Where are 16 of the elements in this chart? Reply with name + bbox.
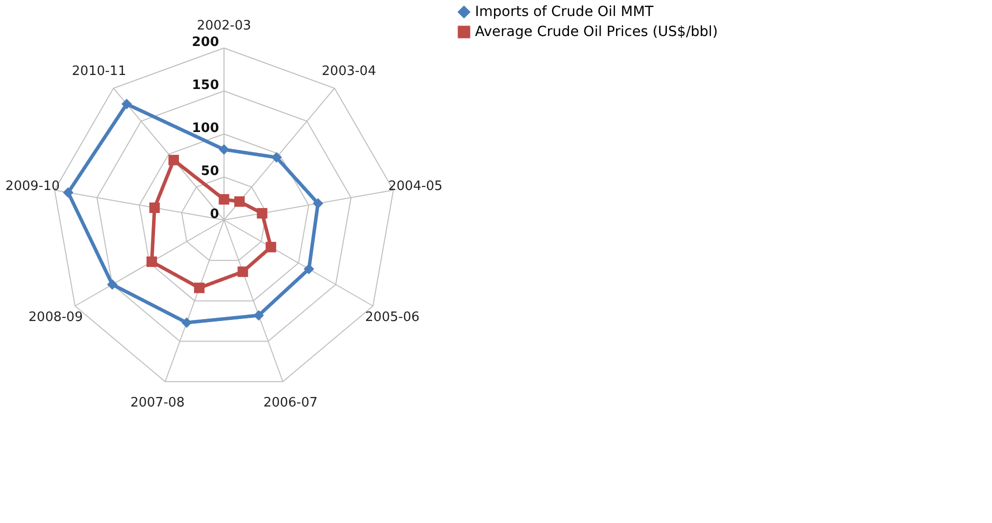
- spoke-label: 2007-08: [130, 396, 185, 411]
- spoke-label: 2002-03: [196, 18, 252, 34]
- y-tick-label: 50: [200, 164, 219, 179]
- spoke-label: 2006-07: [263, 396, 318, 411]
- legend-label: Average Crude Oil Prices (US$/bbl): [475, 24, 718, 40]
- y-tick-label: 100: [192, 121, 219, 136]
- spoke-label: 2004-05: [388, 179, 443, 194]
- spoke-label: 2003-04: [322, 64, 376, 80]
- spoke-label: 2010-11: [72, 64, 126, 80]
- spoke-label: 2005-06: [365, 310, 420, 326]
- y-tick-label: 200: [192, 35, 219, 50]
- spoke-label: 2009-10: [5, 179, 60, 194]
- y-tick-label: 0: [210, 207, 219, 222]
- y-tick-label: 150: [192, 78, 219, 93]
- legend-label: Imports of Crude Oil MMT: [475, 4, 654, 20]
- spoke-label: 2008-09: [28, 310, 83, 326]
